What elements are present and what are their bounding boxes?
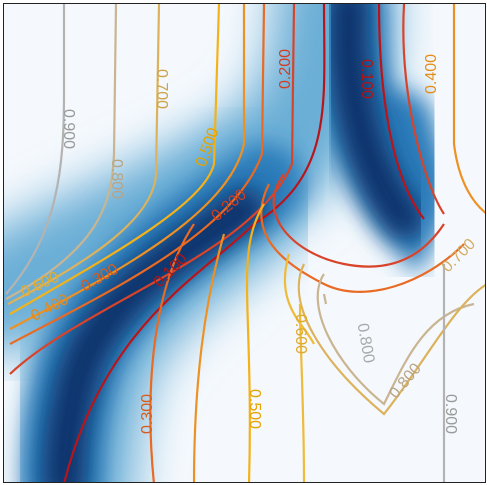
contour-line-0500 bbox=[9, 4, 221, 315]
contour-line-0600b bbox=[283, 253, 315, 345]
contour-line-0100b bbox=[377, 4, 425, 220]
contour-label: 0.400 bbox=[423, 54, 440, 94]
contour-label: 0.900 bbox=[442, 394, 459, 434]
contour-label: 0.800 bbox=[354, 322, 378, 364]
density-fill bbox=[4, 4, 450, 482]
contour-label: 0.700 bbox=[439, 236, 479, 276]
contour-label: 0.900 bbox=[60, 109, 77, 149]
contour-label: 0.800 bbox=[386, 360, 425, 402]
contour-line-0400c bbox=[192, 233, 226, 482]
contour-line-0700b bbox=[297, 263, 485, 416]
contour-line-0300c bbox=[149, 223, 195, 482]
contour-line-0200c bbox=[272, 173, 445, 268]
contour-label: 0.300 bbox=[139, 394, 156, 434]
contour-line-0400b bbox=[452, 4, 485, 214]
contour-line-0900 bbox=[5, 4, 66, 295]
contour-label: 0.100 bbox=[358, 59, 375, 99]
contour-label: 0.800 bbox=[108, 159, 125, 199]
contour-line-0200b bbox=[402, 4, 445, 215]
contour-label: 0.700 bbox=[153, 69, 170, 109]
contour-label: 0.200 bbox=[277, 49, 294, 89]
contour-line-0800b bbox=[316, 273, 475, 406]
contour-canvas: 0.900 0.800 0.700 0.500 0.200 0.100 0.40… bbox=[4, 4, 485, 482]
contour-line-0300b bbox=[260, 183, 465, 293]
contour-label: 0.600 bbox=[292, 314, 309, 354]
contour-line-0200 bbox=[9, 4, 296, 375]
contour-line-0800c bbox=[322, 293, 328, 305]
contour-line-0300 bbox=[9, 4, 266, 345]
contour-lines bbox=[5, 4, 485, 482]
contour-line-0800 bbox=[5, 4, 118, 300]
contour-line-0400 bbox=[9, 4, 246, 330]
contour-line-0600c bbox=[298, 303, 306, 482]
contour-line-0500b bbox=[245, 203, 265, 482]
contour-label: 0.500 bbox=[246, 389, 263, 429]
contour-plot: 0.900 0.800 0.700 0.500 0.200 0.100 0.40… bbox=[3, 3, 486, 483]
contour-line-0700 bbox=[7, 4, 161, 305]
